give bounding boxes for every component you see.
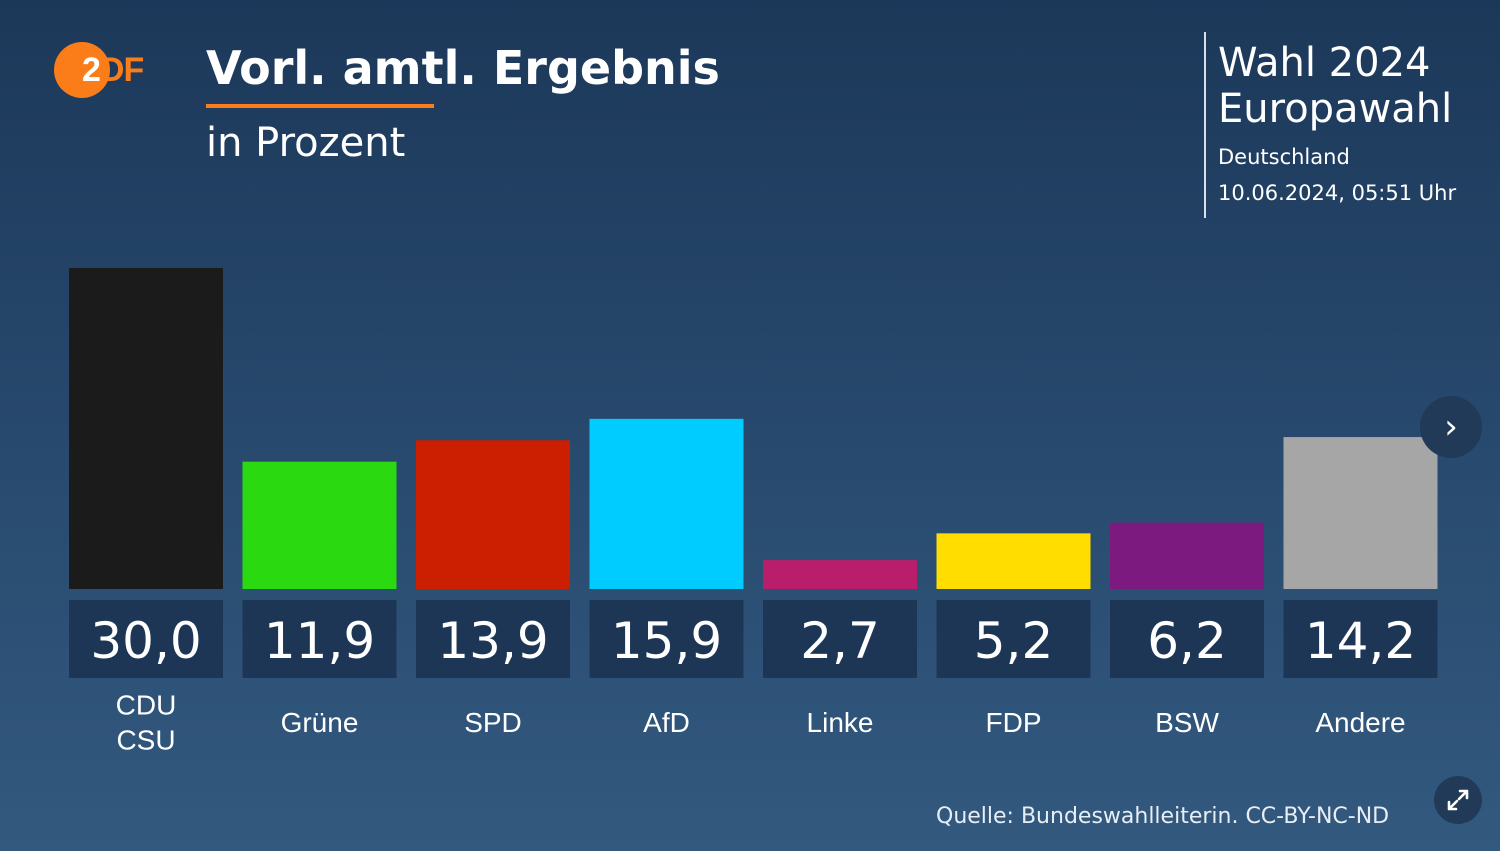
category-label-4-0: Linke (807, 707, 874, 738)
bar-5 (936, 533, 1091, 589)
zdf-logo: 2DF (54, 42, 164, 100)
value-label-0: 30,0 (90, 612, 201, 670)
value-label-4: 2,7 (800, 612, 880, 670)
value-box-5 (936, 600, 1091, 678)
category-label-3-0: AfD (643, 707, 690, 738)
value-box-1 (242, 600, 397, 678)
next-button[interactable]: › (1420, 396, 1482, 458)
category-label-2-0: SPD (464, 707, 522, 738)
value-label-6: 6,2 (1147, 612, 1227, 670)
category-label-0-1: CSU (116, 725, 175, 756)
info-divider (1204, 32, 1206, 218)
value-label-5: 5,2 (974, 612, 1054, 670)
category-label-1-0: Grüne (281, 707, 359, 738)
category-label-6-0: BSW (1155, 707, 1219, 738)
category-label-7-0: Andere (1315, 707, 1405, 738)
category-label-5-0: FDP (986, 707, 1042, 738)
bar-1 (242, 461, 397, 589)
value-box-2 (416, 600, 570, 678)
value-box-7 (1283, 600, 1438, 678)
chart-title: Vorl. amtl. Ergebnis (206, 41, 720, 95)
chart-subtitle: in Prozent (206, 120, 406, 166)
election-year: Wahl 2024 (1218, 40, 1431, 86)
chevron-right-icon: › (1444, 407, 1458, 447)
value-label-1: 11,9 (264, 612, 375, 670)
source-note: Quelle: Bundeswahlleiterin. CC-BY-NC-ND (936, 804, 1390, 829)
value-label-7: 14,2 (1305, 612, 1416, 670)
bar-4 (763, 560, 917, 589)
election-region: Deutschland (1218, 145, 1350, 169)
value-box-4 (763, 600, 917, 678)
category-label-0-0: CDU (116, 690, 177, 721)
value-box-3 (589, 600, 744, 678)
zdf-logo-disc (54, 42, 110, 98)
fullscreen-button[interactable] (1434, 776, 1482, 824)
title-underline (206, 104, 434, 108)
bar-0 (69, 268, 223, 589)
bar-6 (1110, 522, 1264, 589)
zdf-logo-text: 2DF (82, 51, 144, 89)
bar-7 (1283, 437, 1438, 589)
election-timestamp: 10.06.2024, 05:51 Uhr (1218, 181, 1457, 205)
value-label-2: 13,9 (437, 612, 548, 670)
election-info: Wahl 2024 Europawahl Deutschland 10.06.2… (1218, 40, 1456, 208)
expand-icon (1447, 789, 1469, 811)
value-label-3: 15,9 (611, 612, 722, 670)
value-box-0 (69, 600, 223, 678)
value-box-6 (1110, 600, 1264, 678)
bar-3 (589, 418, 744, 589)
election-type: Europawahl (1218, 86, 1453, 132)
bar-2 (416, 440, 570, 589)
